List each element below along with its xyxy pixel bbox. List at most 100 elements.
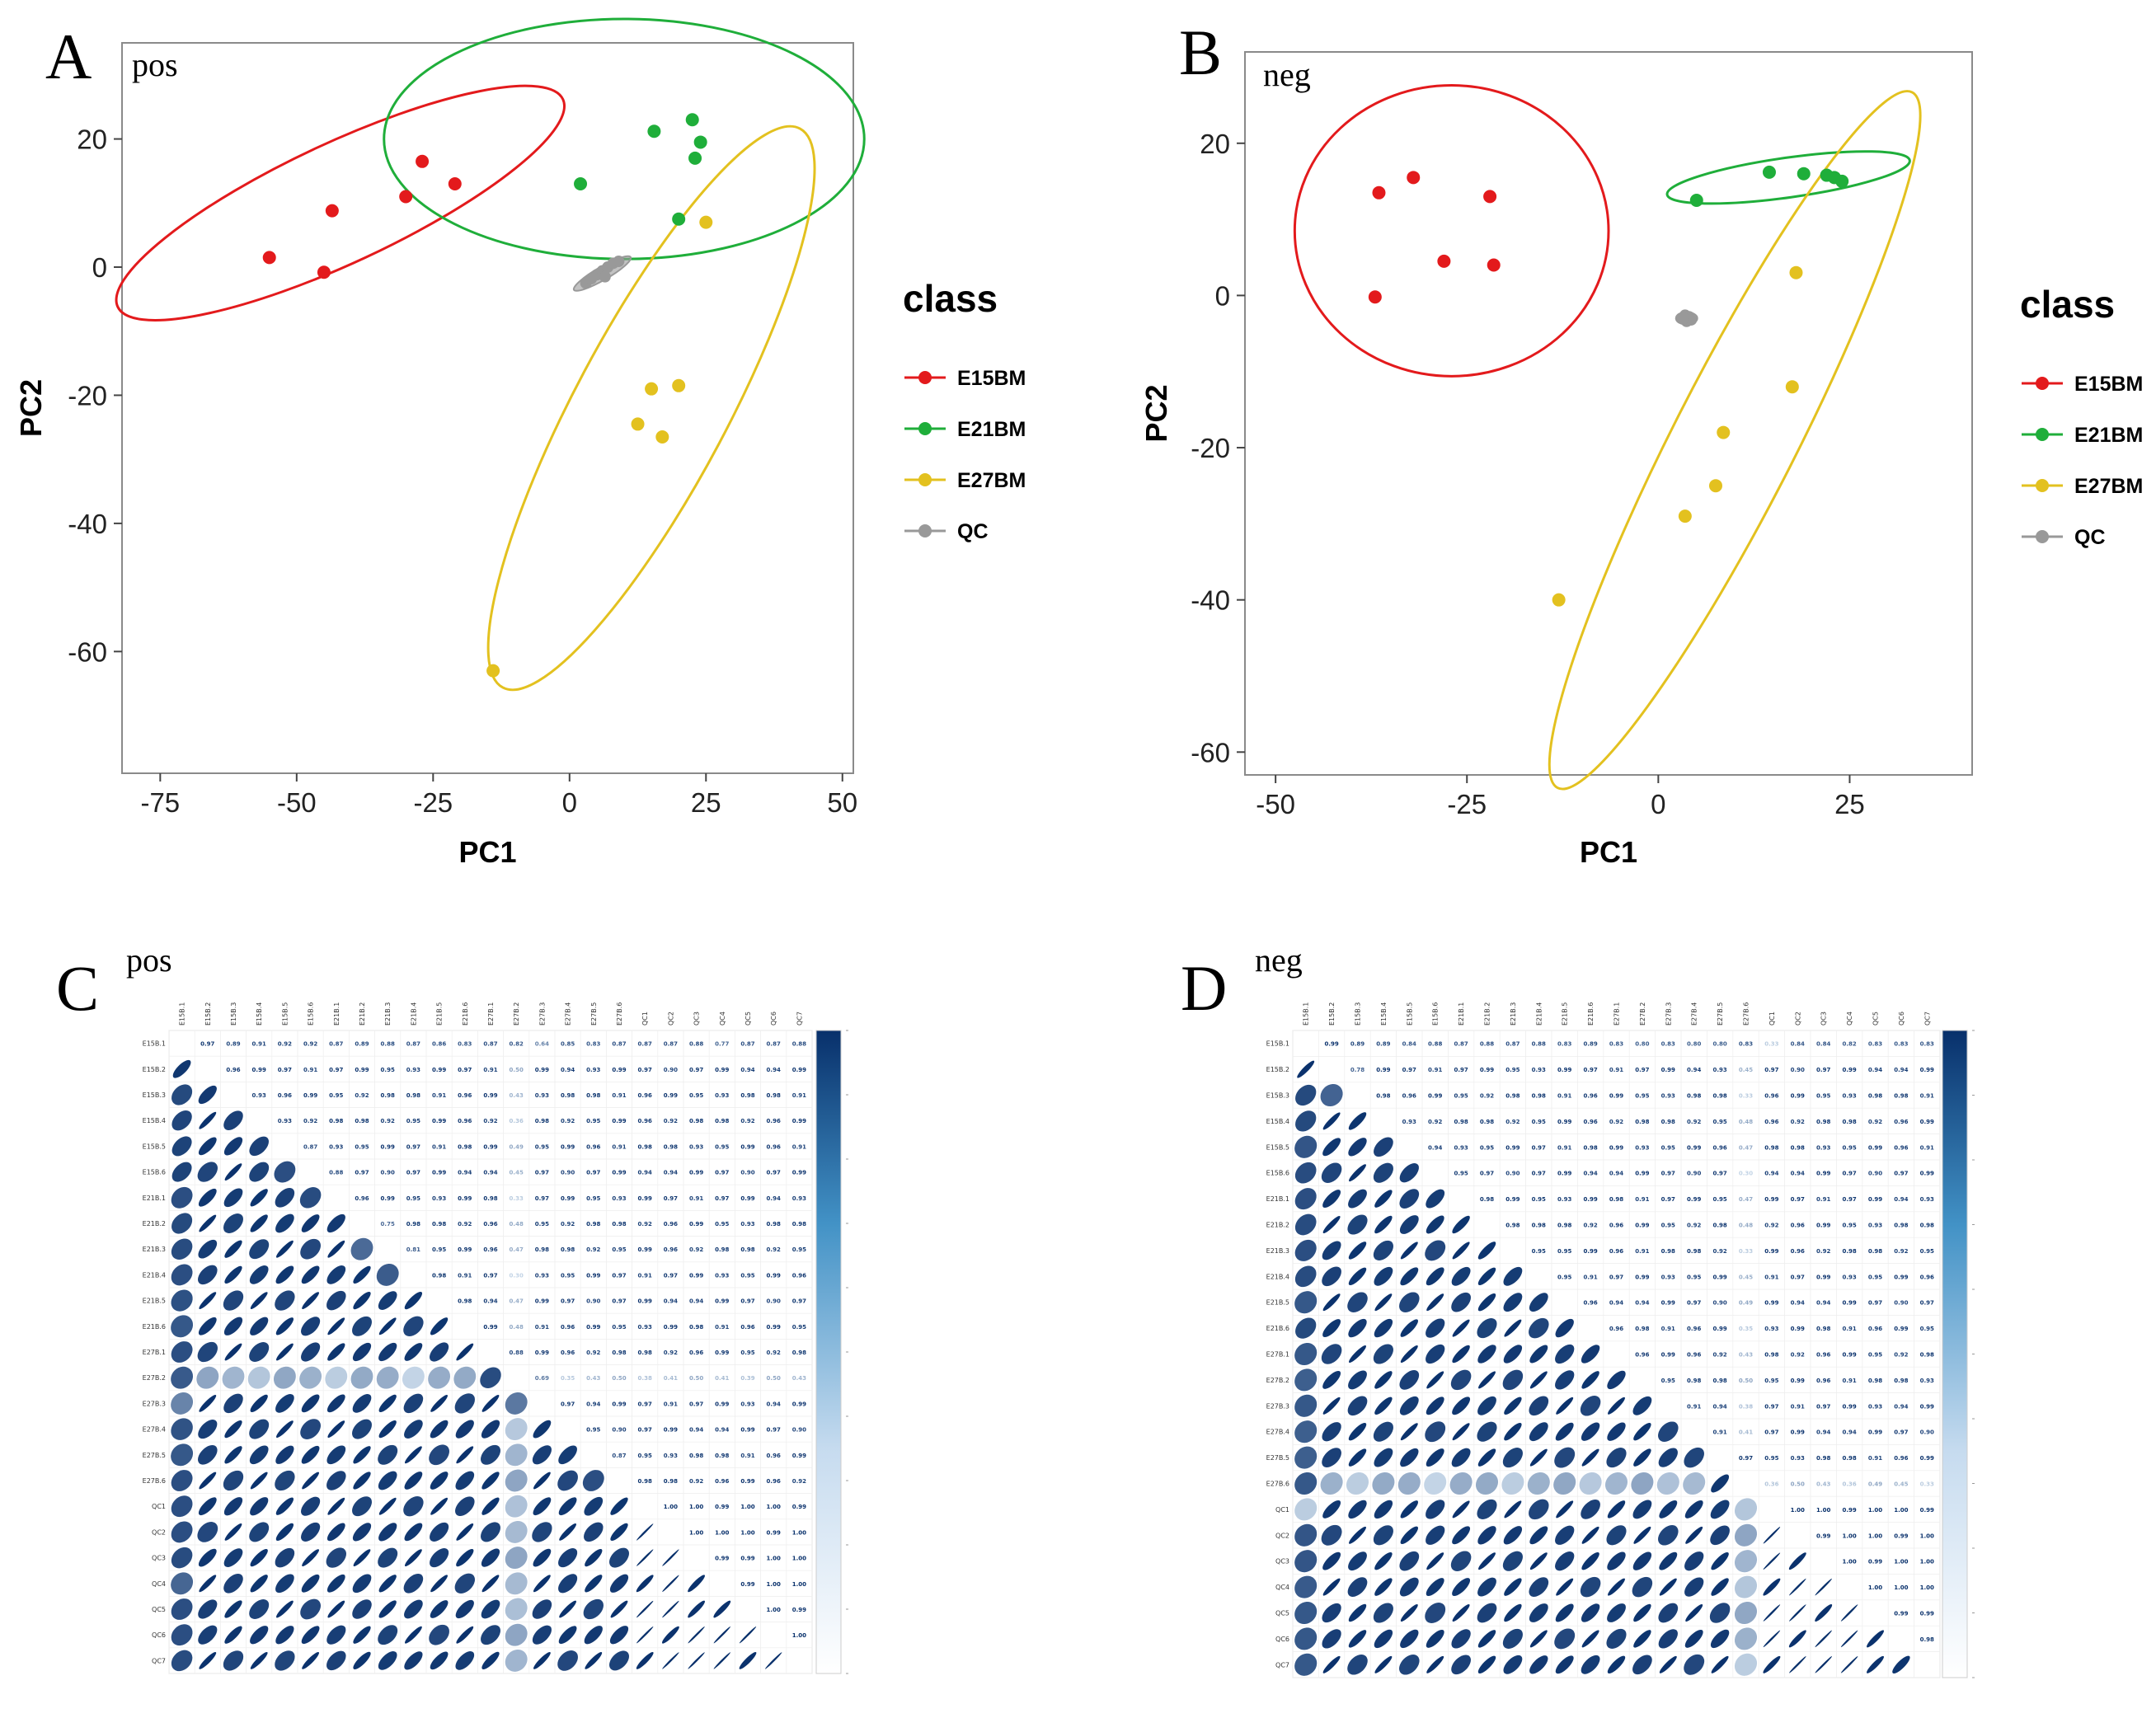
correlation-ellipse bbox=[1503, 1655, 1523, 1674]
correlation-ellipse bbox=[1399, 1189, 1420, 1209]
correlation-ellipse bbox=[1529, 1422, 1548, 1442]
correlation-value: 0.95 bbox=[792, 1246, 806, 1253]
correlation-ellipse bbox=[1426, 1552, 1444, 1570]
correlation-value: 0.99 bbox=[1842, 1403, 1856, 1410]
correlation-value: 0.99 bbox=[1920, 1171, 1934, 1177]
correlation-ellipse bbox=[1400, 1526, 1419, 1545]
correlation-value: 1.00 bbox=[767, 1607, 781, 1613]
correlation-value: 0.99 bbox=[1816, 1533, 1830, 1539]
correlation-value: 0.95 bbox=[586, 1118, 600, 1124]
correlation-ellipse bbox=[1734, 1575, 1758, 1598]
correlation-value: 0.38 bbox=[638, 1375, 652, 1382]
legend-key-dot bbox=[918, 473, 932, 486]
correlation-ellipse bbox=[1734, 1498, 1758, 1521]
correlation-ellipse bbox=[609, 1574, 629, 1593]
correlation-ellipse bbox=[1374, 1500, 1393, 1519]
correlation-value: 0.97 bbox=[1661, 1171, 1675, 1177]
correlation-ellipse bbox=[1426, 1215, 1444, 1234]
correlation-value: 0.96 bbox=[1635, 1352, 1649, 1359]
correlation-ellipse bbox=[1399, 1655, 1420, 1675]
matrix-cell bbox=[1603, 1340, 1630, 1368]
row-label: E27B.6 bbox=[143, 1477, 166, 1485]
correlation-ellipse bbox=[1840, 1656, 1858, 1673]
correlation-ellipse bbox=[505, 1520, 528, 1543]
correlation-ellipse bbox=[1529, 1552, 1548, 1570]
correlation-value: 0.93 bbox=[535, 1092, 549, 1099]
correlation-ellipse bbox=[1504, 1422, 1522, 1441]
correlation-value: 0.92 bbox=[1868, 1119, 1882, 1125]
matrix-cell bbox=[1836, 1574, 1863, 1601]
correlation-value: 0.97 bbox=[638, 1427, 652, 1434]
correlation-ellipse bbox=[688, 1575, 706, 1593]
correlation-value: 0.93 bbox=[1402, 1119, 1416, 1125]
correlation-ellipse bbox=[404, 1291, 423, 1310]
correlation-ellipse bbox=[249, 1136, 269, 1157]
correlation-value: 0.99 bbox=[740, 1195, 754, 1202]
correlation-ellipse bbox=[1815, 1604, 1833, 1622]
correlation-ellipse bbox=[609, 1547, 629, 1568]
legend-pos: class E15BM E21BM E27BM QC bbox=[903, 277, 1026, 543]
correlation-ellipse bbox=[1322, 1216, 1341, 1233]
correlation-value: 0.91 bbox=[1842, 1378, 1856, 1384]
correlation-value: 0.98 bbox=[1920, 1352, 1934, 1359]
correlation-value: 0.94 bbox=[561, 1067, 575, 1073]
column-label: E21B.5 bbox=[436, 1002, 444, 1026]
column-label: E27B.1 bbox=[487, 1002, 495, 1026]
correlation-value: 0.95 bbox=[1532, 1196, 1546, 1203]
correlation-ellipse bbox=[609, 1650, 629, 1671]
correlation-value: 0.33 bbox=[1920, 1481, 1934, 1488]
correlation-ellipse bbox=[378, 1342, 397, 1362]
matrix-cell bbox=[349, 1210, 375, 1237]
correlation-value: 0.87 bbox=[329, 1041, 343, 1048]
correlation-value: 0.99 bbox=[1894, 1274, 1908, 1280]
correlation-value: 1.00 bbox=[689, 1529, 703, 1536]
correlation-ellipse bbox=[1374, 1215, 1393, 1234]
correlation-value: 0.88 bbox=[1532, 1041, 1546, 1048]
plot-frame bbox=[121, 42, 854, 774]
correlation-value: 0.94 bbox=[715, 1427, 729, 1434]
correlation-ellipse bbox=[378, 1444, 398, 1465]
correlation-value: 0.97 bbox=[1532, 1144, 1546, 1151]
correlation-ellipse bbox=[1555, 1655, 1574, 1674]
correlation-value: 0.99 bbox=[740, 1143, 754, 1150]
correlation-value: 0.91 bbox=[1920, 1093, 1934, 1100]
correlation-ellipse bbox=[1452, 1500, 1470, 1519]
correlation-ellipse bbox=[558, 1497, 577, 1516]
correlation-ellipse bbox=[1374, 1137, 1393, 1157]
correlation-value: 0.99 bbox=[1583, 1196, 1597, 1203]
correlation-value: 0.99 bbox=[483, 1324, 497, 1331]
correlation-value: 0.96 bbox=[1894, 1455, 1908, 1462]
correlation-ellipse bbox=[378, 1651, 397, 1670]
correlation-ellipse bbox=[1452, 1578, 1471, 1597]
correlation-value: 0.99 bbox=[1816, 1274, 1830, 1280]
correlation-value: 0.98 bbox=[1868, 1093, 1882, 1100]
correlation-value: 0.97 bbox=[561, 1401, 575, 1407]
correlation-value: 0.97 bbox=[1764, 1067, 1778, 1073]
correlation-value: 0.95 bbox=[1764, 1378, 1778, 1384]
correlation-ellipse bbox=[1348, 1112, 1367, 1130]
correlation-ellipse bbox=[1581, 1345, 1600, 1364]
correlation-ellipse bbox=[1374, 1551, 1393, 1570]
correlation-ellipse bbox=[505, 1443, 528, 1467]
row-label: E21B.6 bbox=[143, 1323, 166, 1331]
correlation-value: 0.96 bbox=[1791, 1223, 1805, 1229]
legend-key-dot bbox=[2036, 377, 2049, 390]
correlation-value: 0.95 bbox=[1868, 1274, 1882, 1280]
correlation-ellipse bbox=[223, 1393, 243, 1414]
pca-scatter-neg: -50 -25 0 25 -60 -40 -20 0 20 neg PC1 PC2 bbox=[1139, 51, 1973, 869]
correlation-ellipse bbox=[250, 1292, 268, 1310]
matrix-cell bbox=[1421, 1159, 1449, 1186]
correlation-value: 0.98 bbox=[1687, 1378, 1701, 1384]
matrix-cell bbox=[246, 1107, 273, 1134]
correlation-ellipse bbox=[198, 1599, 218, 1619]
correlation-value: 0.99 bbox=[355, 1067, 369, 1073]
data-point-e15bm bbox=[1368, 290, 1382, 304]
correlation-value: 0.95 bbox=[535, 1143, 549, 1150]
correlation-ellipse bbox=[1477, 1499, 1497, 1519]
correlation-ellipse bbox=[1607, 1500, 1626, 1519]
row-label: E27B.2 bbox=[1266, 1377, 1289, 1384]
correlation-ellipse bbox=[454, 1573, 475, 1594]
correlation-ellipse bbox=[404, 1420, 423, 1439]
correlation-ellipse bbox=[1606, 1525, 1627, 1546]
x-tick-label: -25 bbox=[413, 787, 453, 818]
